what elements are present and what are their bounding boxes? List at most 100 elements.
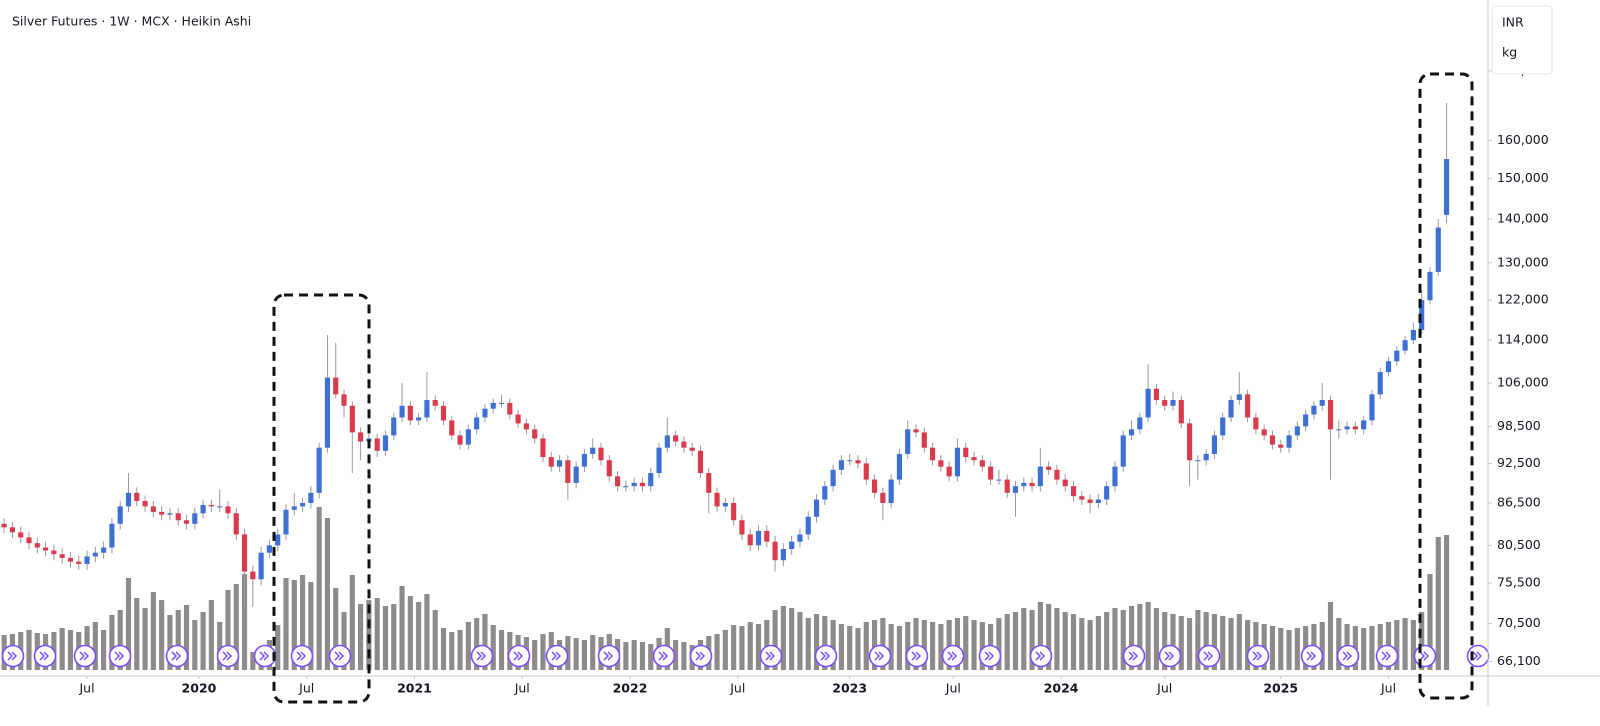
event-icon-arrow [513,651,524,661]
candle-body [830,469,836,487]
volume-bar [1170,614,1176,670]
volume-bar [1087,620,1093,670]
volume-bar [283,578,289,670]
event-icon[interactable] [33,644,57,668]
event-icon-arrow [1128,651,1139,661]
volume-bar [465,622,471,670]
volume-bar [1211,614,1218,670]
event-icon[interactable] [1,644,25,668]
event-icon[interactable] [216,644,240,668]
event-icon[interactable] [290,644,314,668]
event-icon-arrow [658,651,669,661]
event-icon-arrow [334,651,345,661]
volume-bar [142,608,148,670]
event-icon[interactable] [941,644,965,668]
candle-body [631,482,637,487]
candle-body [805,516,811,535]
event-icon[interactable] [814,644,838,668]
candle-body [34,543,40,548]
event-icon-arrow [1252,651,1263,661]
event-icon-arrow [476,651,487,661]
event-icon[interactable] [1197,644,1221,668]
event-icon[interactable] [165,644,189,668]
volume-bar [581,640,587,670]
event-icon[interactable] [689,644,713,668]
event-icon[interactable] [507,644,531,668]
volume-bar [101,630,107,670]
event-icon[interactable] [868,644,892,668]
volume-bar [1402,618,1408,670]
y-tick-label: 92,500 [1497,455,1541,470]
event-icon[interactable] [905,644,929,668]
candle-body [1269,435,1276,445]
candle-body [1,523,7,528]
candle-body [1054,469,1060,480]
candle-body [1046,466,1052,470]
candle-body [1236,394,1242,401]
candle-body [1435,227,1441,272]
event-icon[interactable] [253,644,277,668]
candle-body [9,527,16,533]
volume-bar [1435,537,1441,670]
candle-body [76,561,82,564]
event-icon[interactable] [470,644,494,668]
volume-bar [432,610,438,670]
volume-bar [399,586,405,670]
volume-bar [159,600,165,670]
candle-body [1361,420,1367,430]
candle-body [714,492,720,507]
candle-body [1029,482,1035,487]
event-icon[interactable] [73,644,97,668]
volume-bar [1112,608,1118,670]
volume-bar [498,630,505,670]
volume-bar [217,622,223,670]
volume-bar [1245,620,1251,670]
event-icon[interactable] [1300,644,1324,668]
event-icon[interactable] [1336,644,1360,668]
volume-bar [225,590,231,670]
candle-body [1245,394,1251,418]
event-icon-arrow [171,651,182,661]
event-icon[interactable] [597,644,621,668]
volume-bar [134,598,140,670]
candle-body [673,435,679,442]
event-icon[interactable] [328,644,352,668]
candle-body [125,492,132,507]
volume-bar [449,632,455,670]
volume-bar [722,630,728,670]
event-icon[interactable] [108,644,132,668]
volume-bar [1178,616,1184,670]
event-icon[interactable] [1029,644,1053,668]
candle-body [465,429,471,445]
candle-body [1443,159,1450,215]
candle-body [996,479,1002,481]
candle-body [349,405,355,433]
volume-bar [540,634,546,670]
event-icon-arrow [1306,651,1317,661]
volume-bar [639,642,646,670]
event-icon[interactable] [978,644,1002,668]
event-icon[interactable] [759,644,783,668]
event-icon[interactable] [1158,644,1182,668]
candle-body [921,432,927,448]
event-icon[interactable] [545,644,569,668]
event-icon[interactable] [1413,644,1437,668]
candle-body [241,534,248,572]
volume-bar [316,507,322,670]
candle-body [283,509,289,535]
candle-body [556,460,563,467]
unit-box[interactable] [1491,5,1553,75]
event-icon-arrow [1342,651,1353,661]
x-tick-label: 2021 [397,681,432,696]
candle-body [1162,400,1168,406]
volume-bar [871,620,878,670]
event-icon[interactable] [1375,644,1399,668]
event-icon[interactable] [1122,644,1146,668]
event-icon[interactable] [1246,644,1270,668]
candle-body [979,460,985,467]
candle-body [142,500,148,507]
y-tick-label: 80,500 [1497,537,1541,552]
event-icon[interactable] [652,644,676,668]
candle-body [1004,479,1010,493]
